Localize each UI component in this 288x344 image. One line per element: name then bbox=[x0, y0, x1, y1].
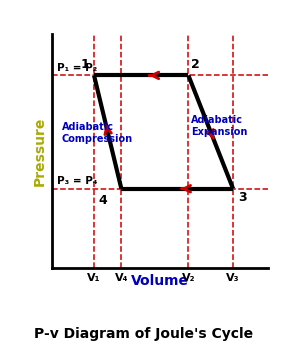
Text: V₄: V₄ bbox=[115, 273, 128, 283]
Text: Adiabatic
Compression: Adiabatic Compression bbox=[62, 122, 133, 144]
Text: 4: 4 bbox=[98, 194, 107, 206]
Text: P₁ = P₂: P₁ = P₂ bbox=[57, 63, 97, 73]
Y-axis label: Pressure: Pressure bbox=[32, 117, 46, 186]
X-axis label: Volume: Volume bbox=[131, 274, 189, 288]
Text: V₃: V₃ bbox=[226, 273, 240, 283]
Text: V₂: V₂ bbox=[182, 273, 195, 283]
Text: Adiabatic
Expansion: Adiabatic Expansion bbox=[191, 115, 247, 137]
Text: 1: 1 bbox=[80, 57, 89, 71]
Text: V₁: V₁ bbox=[87, 273, 101, 283]
Text: P₃ = P₄: P₃ = P₄ bbox=[57, 176, 97, 186]
Text: P-v Diagram of Joule's Cycle: P-v Diagram of Joule's Cycle bbox=[35, 326, 253, 341]
Text: 3: 3 bbox=[238, 191, 247, 204]
Text: 2: 2 bbox=[191, 57, 200, 71]
